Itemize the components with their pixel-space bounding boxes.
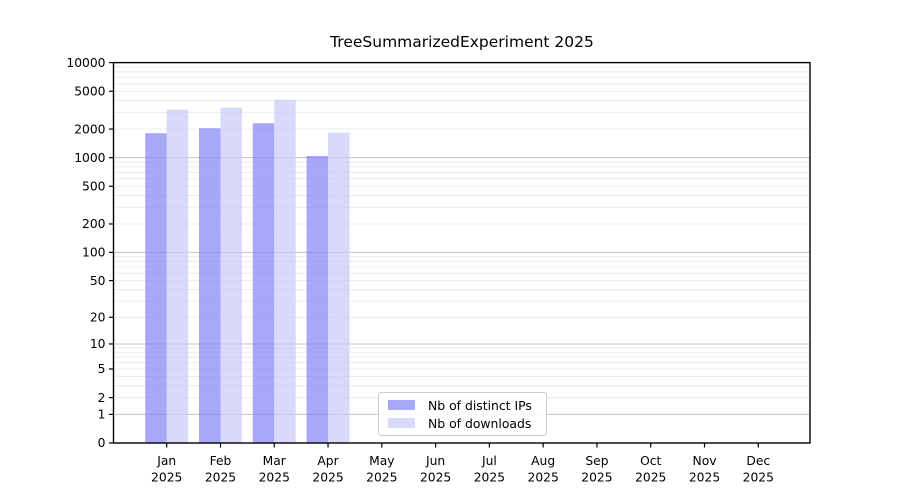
x-tick-label-month: Mar	[263, 454, 287, 468]
legend-label-distinct-ips: Nb of distinct IPs	[428, 397, 532, 413]
x-tick-label-year: 2025	[689, 471, 720, 485]
x-tick-label-month: Jul	[481, 454, 497, 468]
x-tick-label-year: 2025	[259, 471, 290, 485]
x-tick-label-month: Nov	[693, 454, 717, 468]
x-tick-label-month: Feb	[210, 454, 232, 468]
x-tick-label-year: 2025	[635, 471, 666, 485]
legend-label-downloads: Nb of downloads	[428, 415, 532, 431]
legend-item-downloads: Nb of downloads	[379, 416, 546, 431]
y-tick-label: 10000	[66, 56, 105, 70]
bar-nb-of-distinct-ips-mar	[252, 123, 275, 443]
bar-nb-of-downloads-apr	[328, 132, 350, 443]
x-tick-label-month: Oct	[640, 454, 661, 468]
x-tick-label-year: 2025	[205, 471, 236, 485]
x-tick-label-month: May	[369, 454, 394, 468]
legend-swatch-distinct-ips	[388, 400, 415, 410]
x-tick-label-year: 2025	[420, 471, 451, 485]
x-tick-label-month: Sep	[585, 454, 608, 468]
y-tick-label: 1000	[74, 151, 105, 165]
bar-nb-of-distinct-ips-feb	[198, 128, 221, 443]
x-tick-label-year: 2025	[743, 471, 774, 485]
bar-nb-of-downloads-jan	[166, 109, 189, 444]
y-tick-label: 20	[90, 310, 106, 324]
legend-item-distinct-ips: Nb of distinct IPs	[379, 398, 546, 413]
y-tick-label: 50	[90, 274, 106, 288]
bar-nb-of-distinct-ips-apr	[306, 156, 329, 443]
y-tick-label: 500	[82, 179, 105, 193]
x-tick-label-year: 2025	[474, 471, 505, 485]
legend: Nb of distinct IPs Nb of downloads	[378, 392, 547, 436]
x-tick-label-month: Apr	[317, 454, 339, 468]
x-tick-label-month: Aug	[531, 454, 555, 468]
bar-nb-of-distinct-ips-jan	[145, 133, 167, 443]
x-tick-label-year: 2025	[312, 471, 343, 485]
legend-swatch-downloads	[388, 418, 415, 428]
y-tick-label: 2000	[74, 122, 105, 136]
chart-title: TreeSummarizedExperiment 2025	[330, 33, 594, 51]
y-tick-label: 100	[82, 246, 105, 260]
x-tick-label-month: Jun	[425, 454, 445, 468]
x-tick-label-year: 2025	[528, 471, 559, 485]
y-tick-label: 0	[98, 436, 106, 450]
y-tick-label: 5000	[74, 84, 105, 98]
x-tick-label-month: Dec	[746, 454, 770, 468]
y-tick-label: 5	[98, 362, 106, 376]
bar-nb-of-downloads-mar	[274, 99, 296, 443]
bar-nb-of-downloads-feb	[220, 107, 242, 444]
x-tick-label-year: 2025	[581, 471, 612, 485]
x-tick-label-month: Jan	[156, 454, 176, 468]
y-tick-label: 2	[98, 391, 106, 405]
y-tick-label: 200	[82, 217, 105, 231]
x-tick-label-year: 2025	[151, 471, 182, 485]
y-tick-label: 10	[90, 337, 106, 351]
x-tick-label-year: 2025	[366, 471, 397, 485]
y-tick-label: 1	[98, 408, 106, 422]
